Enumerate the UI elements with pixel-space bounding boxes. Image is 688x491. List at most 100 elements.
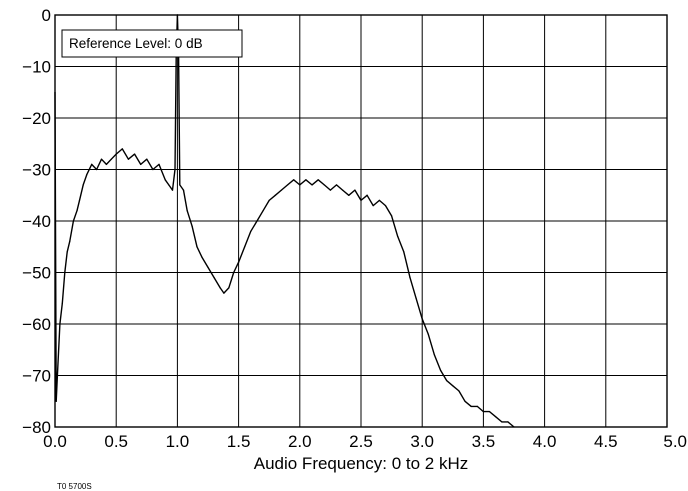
spectrum-point xyxy=(439,369,442,371)
spectrum-point xyxy=(250,230,252,232)
spectrum-point xyxy=(56,374,59,377)
spectrum-point xyxy=(501,421,503,423)
spectrum-point xyxy=(174,168,176,171)
spectrum-point xyxy=(384,204,387,207)
x-tick-label: 1.5 xyxy=(227,432,251,451)
spectrum-point xyxy=(268,199,270,201)
spectrum-point xyxy=(403,251,405,253)
spectrum-point xyxy=(223,292,225,294)
spectrum-point xyxy=(238,261,240,263)
spectrum-point xyxy=(182,189,185,191)
spectrum-point xyxy=(213,277,215,279)
spectrum-point xyxy=(78,199,81,201)
spectrum-point xyxy=(191,225,193,227)
figure-code: T0 5700S xyxy=(57,482,92,491)
legend-box xyxy=(61,29,243,58)
y-tick-label: −40 xyxy=(22,212,51,231)
spectrum-point xyxy=(66,251,68,253)
spectrum-point xyxy=(228,287,230,289)
spectrum-point xyxy=(244,246,246,248)
spectrum-point xyxy=(415,297,417,299)
spectrum-point xyxy=(69,241,71,243)
spectrum-point xyxy=(433,354,436,356)
x-tick-label: 3.0 xyxy=(410,432,434,451)
x-tick-label: 1.0 xyxy=(166,432,190,451)
spectrum-point xyxy=(201,256,203,258)
spectrum-point xyxy=(274,194,276,196)
y-tick-label: −60 xyxy=(22,315,51,334)
x-tick-label: 3.5 xyxy=(472,432,496,451)
x-tick-label: 2.0 xyxy=(288,432,312,451)
reference-level-label: Reference Level: 0 dB xyxy=(69,36,203,51)
spectrum-point xyxy=(207,266,209,268)
grid xyxy=(54,14,668,428)
spectrum-point xyxy=(105,163,108,165)
spectrum-point xyxy=(64,271,66,274)
spectrum-point xyxy=(470,405,472,407)
spectrum-point xyxy=(55,400,57,402)
spectrum-point xyxy=(452,385,454,387)
spectrum-point xyxy=(196,246,198,248)
spectrum-point xyxy=(82,184,84,186)
y-tick-label: −80 xyxy=(22,418,51,437)
x-tick-label: 4.5 xyxy=(594,432,618,451)
spectrum-point xyxy=(482,410,484,413)
spectrum-point xyxy=(335,184,338,186)
y-tick-label: −70 xyxy=(22,367,51,386)
spectrum-point xyxy=(86,174,88,176)
spectrum-point xyxy=(372,204,374,207)
spectrum-point xyxy=(348,194,350,196)
spectrum-point xyxy=(280,189,283,191)
spectrum-point xyxy=(100,158,103,160)
spectrum-point xyxy=(262,210,264,212)
spectrum-point xyxy=(421,318,423,320)
spectrum-point xyxy=(110,158,112,160)
spectrum-point xyxy=(305,179,307,181)
y-tick-label: −50 xyxy=(22,264,51,283)
spectrum-point xyxy=(488,410,491,413)
spectrum-point xyxy=(59,323,61,325)
spectrum-point xyxy=(186,210,188,212)
spectrum-point xyxy=(378,199,380,201)
x-tick-label: 5.0 xyxy=(663,432,687,451)
spectrum-point xyxy=(179,184,181,186)
spectrum-point xyxy=(342,189,344,191)
x-tick-label: 2.5 xyxy=(349,432,373,451)
y-tick-label: 0 xyxy=(42,6,51,25)
spectrum-point xyxy=(91,163,93,165)
x-tick-labels: 0.0 0.5 1.0 1.5 2.0 2.5 3.0 3.5 4.0 4.5 5.0 xyxy=(43,432,687,451)
spectrum-point xyxy=(397,235,399,238)
y-tick-label: −20 xyxy=(22,109,51,128)
spectrum-point xyxy=(495,416,497,418)
spectrum-point xyxy=(507,421,509,423)
spectrum-point xyxy=(127,158,130,160)
spectrum-point xyxy=(354,189,356,191)
y-tick-label: −10 xyxy=(22,58,51,77)
y-tick-label: −30 xyxy=(22,161,51,180)
spectrum-point xyxy=(164,179,166,181)
spectrum-point xyxy=(140,163,142,165)
spectrum-point xyxy=(464,400,466,402)
x-tick-label: 0.0 xyxy=(43,432,67,451)
spectrum-point xyxy=(409,277,411,279)
spectrum-point xyxy=(171,189,174,191)
spectrum-point xyxy=(115,153,117,155)
spectrum-point xyxy=(323,184,325,186)
spectrum-point xyxy=(299,184,301,186)
spectrum-point xyxy=(121,148,123,150)
reference-legend: Reference Level: 0 dB xyxy=(61,29,243,58)
spectrum-point xyxy=(76,210,78,212)
spectrum-point xyxy=(146,158,148,160)
x-tick-label: 0.5 xyxy=(104,432,128,451)
spectrum-point xyxy=(329,189,331,191)
spectrum-point xyxy=(360,199,362,201)
spectrum-point xyxy=(476,405,478,407)
spectrum-point xyxy=(458,390,460,392)
spectrum-point xyxy=(366,194,368,196)
spectrum-point xyxy=(317,179,319,181)
spectrum-point xyxy=(427,333,429,335)
spectrum-point xyxy=(286,184,289,186)
spectrum-point xyxy=(152,168,154,171)
x-axis-title: Audio Frequency: 0 to 2 kHz xyxy=(254,454,469,473)
